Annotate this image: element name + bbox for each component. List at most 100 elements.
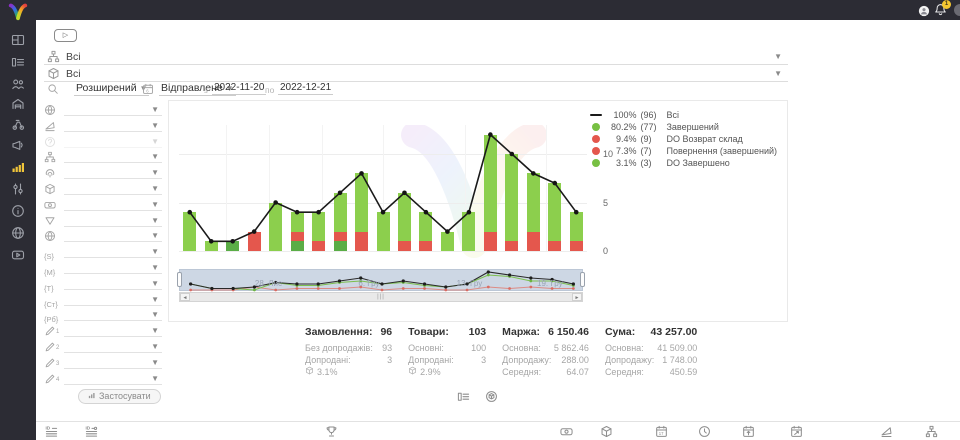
product-select[interactable]: Всі ▼ [44,66,788,82]
sidebar-item-automation-icon[interactable] [11,182,25,196]
sidebar-item-info-icon[interactable] [11,204,25,218]
bar-segment [397,192,411,242]
bar-segment [355,173,369,232]
sidebar-item-users-icon[interactable] [11,77,25,91]
stacked-bar[interactable] [526,173,540,251]
scroll-right-icon[interactable]: ► [572,293,582,301]
stacked-bar[interactable] [269,202,283,251]
footer-id-link-icon[interactable]: ID [85,425,98,438]
stacked-bar[interactable] [483,134,497,251]
filter-select[interactable] [64,324,162,338]
navigator-track[interactable]: 28. Лис 6. Гру 13. Гру 19. Гру [179,269,583,292]
filter-select[interactable] [64,293,162,306]
list-view-icon[interactable] [457,390,470,403]
filter-select[interactable] [64,214,162,227]
notifications-bell-icon[interactable]: 1 [934,0,951,17]
filter-select[interactable] [64,340,162,353]
video-help-button[interactable]: ▷ [54,29,77,42]
stacked-bar[interactable] [397,192,411,251]
stacked-bar[interactable] [569,212,583,251]
stacked-bar[interactable] [440,231,454,251]
footer-cup-icon[interactable] [325,425,338,438]
sidebar-item-orders-icon[interactable] [11,55,25,69]
filter-select[interactable] [64,372,162,385]
stacked-bar[interactable] [355,173,369,251]
sidebar-item-delivery-icon[interactable] [11,117,25,131]
stacked-bar[interactable] [548,183,562,251]
filter-select[interactable] [64,229,162,243]
legend-item[interactable]: 9.4% (9) DO Возврат склад [588,133,777,145]
stat-sublabel: Основні: [408,343,444,353]
stacked-bar[interactable] [462,212,476,251]
stat-subvalue: 450.59 [669,367,698,377]
legend-item[interactable]: 3.1% (3) DO Завершено [588,157,777,169]
sidebar-item-marketing-icon[interactable] [11,138,25,152]
stacked-bar[interactable] [290,212,304,251]
stacked-bar[interactable] [505,154,519,251]
stacked-bar[interactable] [376,212,390,251]
stacked-bar[interactable] [312,212,326,251]
filter-select[interactable] [64,150,162,164]
date-field-dropdown[interactable]: Відправлене ▼ [159,82,236,96]
status-group-select[interactable]: Всі ▼ [44,49,788,65]
stat-subvalue: 288.00 [561,355,589,365]
scroll-left-icon[interactable]: ◄ [180,293,190,301]
chart-plot-area[interactable]: 051024. Лис28. Лис2. Гру6. Гру12. Гру20.… [179,125,613,289]
stacked-bar[interactable] [247,231,261,251]
stat-sublabel: Допродажу: [502,355,552,365]
date-from-input[interactable]: 2022-11-20 [212,82,267,95]
filter-select[interactable] [64,245,162,259]
navigator-left-handle[interactable] [177,272,182,287]
footer-time-icon[interactable] [698,425,711,438]
navigator-scrollbar[interactable]: ◄ ||| ► [179,292,583,302]
filter-select[interactable] [64,135,162,148]
footer-structure-icon[interactable] [925,425,938,438]
sidebar-item-warehouse-icon[interactable] [11,97,25,111]
gridline-v [321,125,323,251]
legend-item[interactable]: 80.2% (77) Завершений [588,121,777,133]
stacked-bar[interactable] [183,212,197,251]
navigator-right-handle[interactable] [580,272,585,287]
profile-avatar-icon[interactable] [918,4,930,17]
sidebar-item-panels-icon[interactable] [11,33,25,47]
footer-calendar-plan-icon[interactable] [790,425,803,438]
footer-calendar-date-icon[interactable]: 17 [655,425,668,438]
stacked-bar[interactable] [226,241,240,251]
footer-product-icon[interactable] [600,425,613,438]
filter-select[interactable] [64,261,162,274]
user-avatar[interactable] [954,4,960,16]
sidebar-item-analytics-icon[interactable] [11,160,25,174]
date-to-input[interactable]: 2022-12-21 [278,82,334,95]
search-icon[interactable] [47,83,59,95]
result-view-toggles [457,390,498,403]
help-icon [44,136,56,148]
stacked-bar[interactable] [419,212,433,251]
chart-card: 051024. Лис28. Лис2. Гру6. Гру12. Гру20.… [168,100,788,322]
filter-select[interactable] [64,356,162,369]
filter-select[interactable] [64,119,162,132]
scrollbar-grip[interactable]: ||| [377,294,385,300]
sidebar-item-support-icon[interactable] [11,226,25,240]
legend-item[interactable]: 7.3% (7) Повернення (завершений) [588,145,777,157]
sidebar-item-video-icon[interactable] [11,248,25,262]
footer-calendar-sent-icon[interactable] [742,425,755,438]
price-visibility-icon [44,199,56,211]
chevron-down-icon: ▼ [151,326,159,336]
stacked-bar[interactable] [333,192,347,251]
search-mode-dropdown[interactable]: Розширений ▼ [74,82,150,96]
filter-select[interactable] [64,198,162,211]
apply-filters-button[interactable]: Застосувати [78,389,161,404]
footer-id-list-icon[interactable]: ID [45,425,58,438]
stat-subrow: Допродані: 3 [408,354,486,366]
stacked-bar[interactable] [204,241,218,251]
topbar: 1 [0,0,960,20]
filter-select[interactable] [64,182,162,195]
legend-item[interactable]: 100% (96) Всі [588,109,777,121]
filter-select[interactable] [64,103,162,116]
footer-ruler-icon[interactable] [880,425,893,438]
footer-price-visibility-icon[interactable] [560,425,573,438]
product-view-icon[interactable] [485,390,498,403]
filter-select[interactable] [64,166,162,180]
filter-select[interactable] [64,277,162,290]
filter-select[interactable] [64,308,162,322]
